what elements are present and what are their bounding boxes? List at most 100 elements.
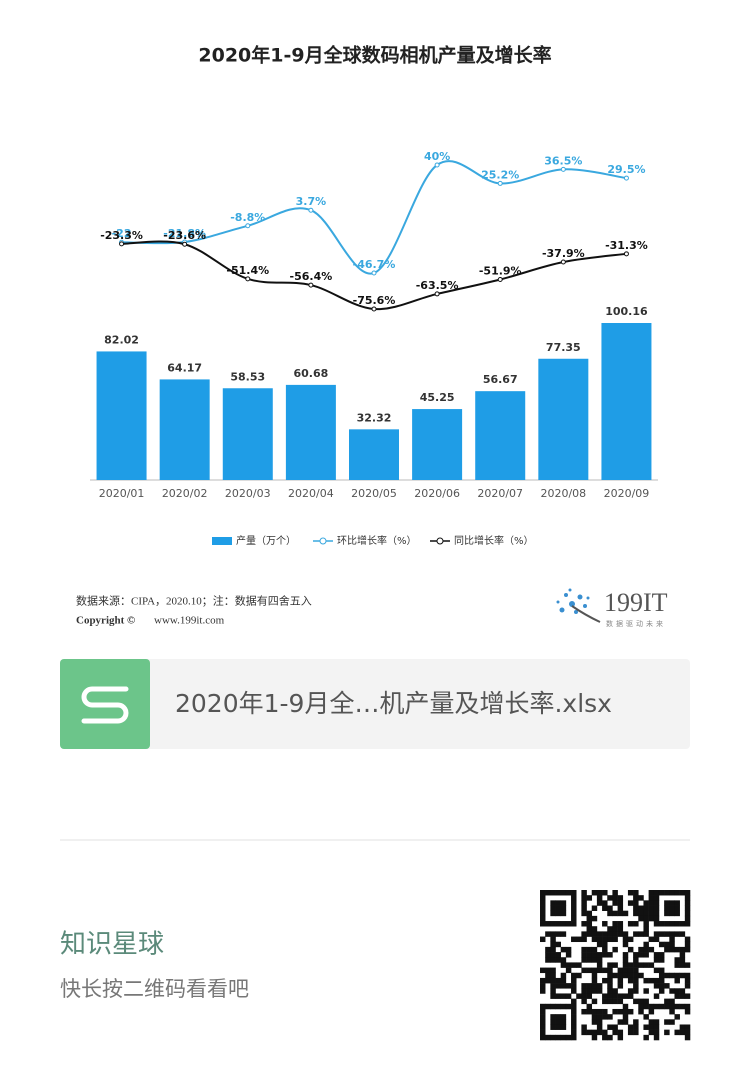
qr-module bbox=[550, 967, 556, 974]
qr-module bbox=[596, 900, 603, 906]
qr-module bbox=[679, 946, 686, 953]
qr-module bbox=[550, 946, 556, 953]
qr-module bbox=[658, 957, 665, 963]
qr-module bbox=[684, 977, 691, 984]
qr-module bbox=[622, 962, 629, 968]
qr-module bbox=[607, 936, 613, 943]
qr-module bbox=[607, 967, 613, 974]
qr-module bbox=[638, 905, 644, 911]
qr-module bbox=[617, 905, 624, 911]
qr-module bbox=[581, 957, 587, 963]
line-point bbox=[245, 223, 251, 229]
qr-module bbox=[684, 895, 691, 901]
qr-module bbox=[565, 890, 572, 896]
qr-module bbox=[571, 1029, 577, 1036]
qr-module bbox=[648, 900, 655, 906]
qr-module bbox=[555, 977, 561, 984]
qr-module bbox=[560, 910, 567, 917]
qr-module bbox=[581, 905, 587, 911]
qr-module bbox=[602, 921, 608, 927]
qr-module bbox=[674, 921, 680, 927]
qr-module bbox=[684, 1029, 691, 1036]
qr-module bbox=[581, 1029, 587, 1036]
qr-module bbox=[643, 905, 649, 911]
legend-label: 同比增长率（%） bbox=[454, 534, 534, 547]
qr-module bbox=[586, 910, 593, 917]
qr-module bbox=[545, 1034, 551, 1041]
qr-module bbox=[596, 931, 603, 937]
line-value-label: 25.2% bbox=[481, 168, 519, 181]
qr-module bbox=[565, 967, 572, 974]
qr-module bbox=[612, 962, 618, 968]
qr-module bbox=[602, 931, 608, 937]
qr-module bbox=[622, 1008, 629, 1015]
qr-module bbox=[617, 931, 624, 937]
qr-module bbox=[591, 915, 598, 922]
qr-module bbox=[607, 1024, 613, 1030]
qr-module bbox=[627, 1008, 634, 1015]
qr-module bbox=[586, 1008, 593, 1015]
qr-module bbox=[540, 910, 546, 917]
line-point bbox=[308, 207, 314, 213]
qr-module bbox=[679, 1029, 686, 1036]
qr-module bbox=[602, 977, 608, 984]
qr-module bbox=[648, 946, 655, 953]
qr-module bbox=[571, 915, 577, 922]
qr-module bbox=[648, 910, 655, 917]
qr-module bbox=[627, 900, 634, 906]
qr-module bbox=[633, 900, 639, 906]
qr-module bbox=[596, 895, 603, 901]
qr-module bbox=[555, 1003, 561, 1010]
line-value-label: 40% bbox=[424, 150, 450, 163]
qr-module bbox=[669, 972, 675, 979]
qr-module bbox=[633, 931, 639, 937]
qr-module bbox=[596, 957, 603, 963]
qr-module bbox=[622, 1003, 629, 1010]
qr-module bbox=[643, 921, 649, 927]
line-value-label: -51.9% bbox=[479, 264, 522, 277]
file-name: 2020年1-9月全…机产量及增长率.xlsx bbox=[175, 689, 612, 718]
qr-module bbox=[602, 998, 608, 1005]
qr-module bbox=[540, 890, 546, 896]
qr-module bbox=[591, 1034, 598, 1041]
qr-module bbox=[571, 900, 577, 906]
qr-module bbox=[638, 931, 644, 937]
qr-module bbox=[607, 993, 613, 999]
qr-module bbox=[612, 890, 618, 896]
qr-module bbox=[607, 988, 613, 994]
qr-module bbox=[591, 977, 598, 984]
qr-module bbox=[622, 936, 629, 943]
qr-module bbox=[653, 895, 660, 901]
qr-module bbox=[555, 983, 561, 989]
qr-module bbox=[555, 993, 561, 999]
qr-module bbox=[658, 983, 665, 989]
qr-module bbox=[679, 921, 686, 927]
x-tick-label: 2020/01 bbox=[99, 487, 145, 500]
qr-module bbox=[679, 993, 686, 999]
qr-module bbox=[607, 983, 613, 989]
qr-module bbox=[664, 890, 670, 896]
qr-module bbox=[571, 936, 577, 943]
qr-module bbox=[612, 921, 618, 927]
qr-code[interactable] bbox=[540, 890, 691, 1041]
legend-label: 产量（万个） bbox=[236, 534, 296, 547]
qr-module bbox=[607, 895, 613, 901]
qr-module bbox=[643, 988, 649, 994]
qr-module bbox=[664, 900, 670, 906]
qr-module bbox=[653, 1029, 660, 1036]
qr-module bbox=[555, 1034, 561, 1041]
qr-module bbox=[550, 936, 556, 943]
qr-module bbox=[648, 1029, 655, 1036]
qr-module bbox=[565, 952, 572, 958]
bar-value-label: 60.68 bbox=[293, 367, 328, 380]
qr-module bbox=[602, 1014, 608, 1020]
qr-module bbox=[622, 910, 629, 917]
qr-module bbox=[638, 946, 644, 953]
qr-module bbox=[540, 936, 546, 943]
qr-module bbox=[571, 890, 577, 896]
qr-module bbox=[648, 905, 655, 911]
x-tick-label: 2020/02 bbox=[162, 487, 208, 500]
file-card[interactable]: 2020年1-9月全…机产量及增长率.xlsx bbox=[60, 659, 690, 749]
x-tick-label: 2020/03 bbox=[225, 487, 271, 500]
qr-module bbox=[633, 952, 639, 958]
